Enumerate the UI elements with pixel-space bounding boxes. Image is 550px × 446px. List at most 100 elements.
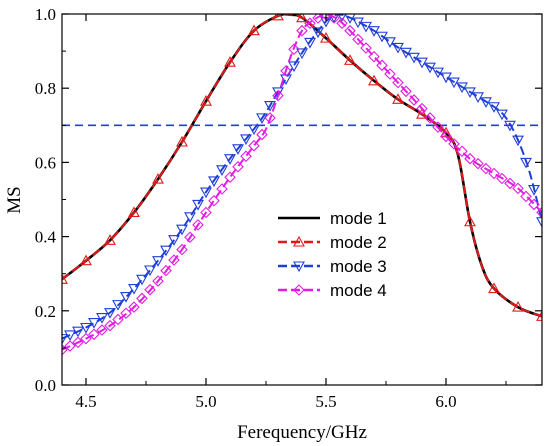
data-point xyxy=(128,206,140,218)
data-point xyxy=(176,224,188,236)
data-point xyxy=(528,185,540,196)
data-point xyxy=(472,157,484,170)
series-mode-4 xyxy=(62,14,542,356)
data-point xyxy=(296,14,308,23)
legend-marker xyxy=(293,235,305,247)
data-point xyxy=(312,14,324,24)
data-point xyxy=(248,24,260,36)
data-point xyxy=(520,157,532,169)
x-tick-label: 6.0 xyxy=(435,392,456,411)
series-mode-1 xyxy=(62,14,542,318)
data-point xyxy=(337,14,347,22)
legend-label: mode 1 xyxy=(330,209,387,228)
data-point xyxy=(152,275,164,287)
data-point xyxy=(224,154,236,165)
y-tick-label: 1.0 xyxy=(35,5,56,24)
data-point xyxy=(312,27,324,39)
x-tick-label: 5.5 xyxy=(315,392,336,411)
data-point xyxy=(440,130,452,143)
data-point xyxy=(368,26,380,37)
y-axis-label: MS xyxy=(4,186,25,213)
data-point xyxy=(128,301,140,313)
data-point xyxy=(88,317,100,329)
data-point xyxy=(328,14,340,24)
legend-marker xyxy=(293,261,305,273)
data-point xyxy=(64,330,76,342)
data-point xyxy=(96,313,108,324)
data-point xyxy=(200,187,212,199)
legend-label: mode 3 xyxy=(330,257,387,276)
data-point xyxy=(224,171,236,184)
data-point xyxy=(416,102,428,115)
data-point xyxy=(208,176,220,188)
plot-area xyxy=(62,14,542,356)
data-point xyxy=(304,17,316,30)
legend-entry: mode 1 xyxy=(278,209,387,228)
data-point xyxy=(152,256,164,267)
data-point xyxy=(240,134,252,146)
legend-entry: mode 3 xyxy=(278,257,387,276)
data-point xyxy=(328,14,340,24)
data-point xyxy=(400,85,412,98)
data-point xyxy=(248,124,260,136)
data-point xyxy=(520,190,532,203)
data-point xyxy=(536,217,542,228)
series-mode-3 xyxy=(62,14,542,345)
data-point xyxy=(256,128,268,141)
data-point xyxy=(336,17,348,30)
data-point xyxy=(360,42,372,54)
data-point xyxy=(264,112,276,124)
data-point xyxy=(320,31,332,43)
data-point xyxy=(144,283,156,296)
data-point xyxy=(296,48,308,60)
data-point xyxy=(62,334,68,345)
data-point xyxy=(536,206,542,219)
data-point xyxy=(136,274,148,286)
legend-label: mode 4 xyxy=(330,281,387,300)
data-point xyxy=(264,100,276,112)
y-tick-label: 0.2 xyxy=(35,302,56,321)
data-point xyxy=(160,245,172,257)
data-point xyxy=(192,199,204,211)
data-point xyxy=(176,243,188,256)
series-line xyxy=(62,14,542,351)
legend-label: mode 2 xyxy=(330,233,387,252)
data-point xyxy=(296,24,308,37)
data-point xyxy=(464,152,476,165)
data-point xyxy=(72,336,84,349)
data-point xyxy=(80,254,92,266)
data-point xyxy=(216,183,228,195)
x-tick-label: 4.5 xyxy=(75,392,96,411)
y-tick-label: 0.6 xyxy=(35,153,56,172)
data-point xyxy=(168,235,180,246)
data-point xyxy=(424,112,436,124)
data-point xyxy=(216,165,228,176)
data-point xyxy=(304,37,316,49)
data-point xyxy=(288,43,300,56)
data-point xyxy=(280,65,292,77)
data-point xyxy=(192,219,204,231)
data-point xyxy=(344,54,356,65)
data-point xyxy=(408,94,420,106)
data-point xyxy=(368,74,380,86)
data-point xyxy=(480,162,492,175)
data-point xyxy=(432,121,444,133)
legend-entry: mode 4 xyxy=(278,281,387,300)
data-point xyxy=(62,273,68,284)
data-point xyxy=(384,37,396,48)
data-point xyxy=(120,292,132,303)
data-point xyxy=(448,138,460,150)
legend: mode 1 mode 2 mode 3 mode 4 xyxy=(278,209,387,300)
data-point xyxy=(496,109,508,121)
data-point xyxy=(488,102,500,113)
data-point xyxy=(392,93,404,104)
data-point xyxy=(112,313,124,326)
data-point xyxy=(64,340,76,352)
data-point xyxy=(144,265,156,277)
data-point xyxy=(224,56,236,67)
data-point xyxy=(200,206,212,219)
data-point xyxy=(248,139,260,152)
data-point xyxy=(512,135,524,147)
data-point xyxy=(528,198,540,211)
data-point xyxy=(456,145,468,158)
